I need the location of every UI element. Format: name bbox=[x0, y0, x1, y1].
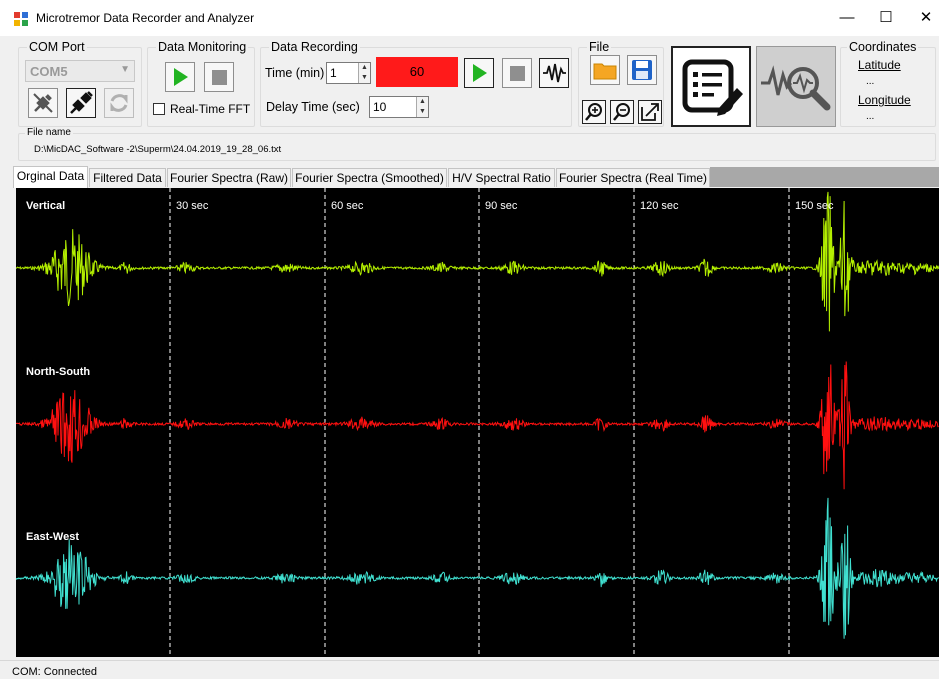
record-countdown: 60 bbox=[376, 57, 458, 87]
time-marker-90: 90 sec bbox=[485, 200, 518, 212]
zoom-out-icon bbox=[613, 103, 630, 121]
spin-down-icon[interactable]: ▼ bbox=[358, 73, 370, 83]
channel-label-north-south: North-South bbox=[26, 366, 90, 378]
stop-icon bbox=[212, 70, 227, 85]
channel-label-vertical: Vertical bbox=[26, 200, 65, 212]
channel-label-east-west: East-West bbox=[26, 531, 79, 543]
time-marker-30: 30 sec bbox=[176, 200, 209, 212]
refresh-button[interactable] bbox=[104, 88, 134, 118]
longitude-link[interactable]: Longitude bbox=[858, 93, 911, 107]
minimize-button[interactable]: — bbox=[839, 9, 855, 26]
record-start-button[interactable] bbox=[464, 58, 494, 88]
com-port-group: COM Port bbox=[18, 40, 142, 127]
realtime-fft-label: Real-Time FFT bbox=[170, 102, 251, 116]
coordinates-group: Coordinates bbox=[840, 40, 936, 127]
report-button[interactable] bbox=[671, 46, 751, 127]
report-list-icon bbox=[682, 59, 743, 116]
data-recording-group: Data Recording bbox=[260, 40, 572, 127]
record-stop-button[interactable] bbox=[502, 58, 532, 88]
time-value: 1 bbox=[330, 66, 337, 80]
monitor-start-button[interactable] bbox=[165, 62, 195, 92]
tab-fourier-realtime[interactable]: Fourier Spectra (Real Time) bbox=[556, 168, 710, 187]
latitude-link[interactable]: Latitude bbox=[858, 58, 901, 72]
file-name-label: File name bbox=[25, 127, 73, 138]
delay-value: 10 bbox=[373, 100, 387, 114]
time-marker-150: 150 sec bbox=[795, 200, 834, 212]
tab-original-data[interactable]: Orginal Data bbox=[13, 166, 88, 188]
tab-filtered-data[interactable]: Filtered Data bbox=[89, 168, 166, 187]
connect-plug-icon bbox=[70, 91, 93, 114]
delay-stepper[interactable]: 10 ▲ ▼ bbox=[369, 96, 429, 118]
file-label: File bbox=[587, 40, 612, 54]
refresh-icon bbox=[110, 94, 128, 112]
waveform-button[interactable] bbox=[539, 58, 569, 88]
tab-strip-background bbox=[710, 167, 939, 187]
chevron-down-icon: ▼ bbox=[120, 64, 130, 75]
time-marker-120: 120 sec bbox=[640, 200, 679, 212]
latitude-value: ... bbox=[866, 76, 875, 87]
realtime-fft-checkbox[interactable] bbox=[153, 103, 165, 115]
connect-button[interactable] bbox=[66, 88, 96, 118]
trace-east-west bbox=[16, 497, 939, 639]
stop-icon bbox=[510, 66, 525, 81]
file-group: File bbox=[578, 40, 664, 127]
save-file-button[interactable] bbox=[627, 55, 657, 85]
waveform-icon bbox=[543, 63, 566, 83]
data-monitoring-group: Data Monitoring bbox=[147, 40, 255, 127]
maximize-button[interactable]: ☐ bbox=[879, 9, 893, 26]
coordinates-label: Coordinates bbox=[847, 40, 919, 54]
trace-north-south bbox=[16, 361, 939, 490]
zoom-in-button[interactable] bbox=[582, 100, 606, 124]
save-icon bbox=[632, 60, 652, 80]
waveform-traces bbox=[16, 191, 939, 639]
status-bar: COM: Connected bbox=[0, 660, 939, 679]
tab-fourier-smoothed[interactable]: Fourier Spectra (Smoothed) bbox=[292, 168, 447, 187]
longitude-value: ... bbox=[866, 111, 875, 122]
spin-down-icon[interactable]: ▼ bbox=[416, 107, 428, 117]
spin-up-icon[interactable]: ▲ bbox=[416, 97, 428, 107]
zoom-out-button[interactable] bbox=[610, 100, 634, 124]
com-port-label: COM Port bbox=[27, 40, 87, 54]
monitor-stop-button[interactable] bbox=[204, 62, 234, 92]
fit-view-button[interactable] bbox=[638, 100, 662, 124]
wave-search-icon bbox=[761, 65, 831, 111]
file-name-group: File name bbox=[18, 127, 936, 161]
tab-hv-ratio[interactable]: H/V Spectral Ratio bbox=[448, 168, 555, 187]
play-icon bbox=[174, 68, 188, 86]
disconnect-button[interactable] bbox=[28, 88, 58, 118]
zoom-in-icon bbox=[585, 103, 602, 121]
plot-labels: 30 sec 60 sec 90 sec 120 sec 150 sec Ver… bbox=[26, 200, 834, 543]
time-stepper[interactable]: 1 ▲ ▼ bbox=[326, 62, 371, 84]
trace-vertical bbox=[16, 191, 939, 332]
time-marker-60: 60 sec bbox=[331, 200, 364, 212]
file-path: D:\MicDAC_Software -2\Superm\24.04.2019_… bbox=[34, 144, 282, 155]
data-recording-label: Data Recording bbox=[269, 40, 360, 54]
waveform-canvas: 30 sec 60 sec 90 sec 120 sec 150 sec Ver… bbox=[16, 188, 939, 657]
status-text: COM: Connected bbox=[12, 666, 97, 678]
folder-icon bbox=[593, 63, 617, 80]
disconnect-plug-icon bbox=[33, 93, 53, 113]
waveform-plot[interactable]: 30 sec 60 sec 90 sec 120 sec 150 sec Ver… bbox=[16, 188, 939, 657]
title-bar: Microtremor Data Recorder and Analyzer —… bbox=[0, 0, 939, 36]
delay-label: Delay Time (sec) bbox=[266, 100, 360, 114]
analyze-button[interactable] bbox=[756, 46, 836, 127]
open-file-button[interactable] bbox=[590, 55, 620, 85]
app-icon bbox=[14, 12, 28, 26]
time-label: Time (min) bbox=[265, 66, 325, 80]
close-button[interactable]: ✕ bbox=[919, 9, 933, 26]
expand-icon bbox=[641, 103, 659, 121]
window-title: Microtremor Data Recorder and Analyzer bbox=[36, 11, 255, 25]
data-monitoring-label: Data Monitoring bbox=[156, 40, 249, 54]
spin-up-icon[interactable]: ▲ bbox=[358, 63, 370, 73]
play-icon bbox=[473, 64, 487, 82]
com-port-value: COM5 bbox=[30, 64, 68, 79]
tab-fourier-raw[interactable]: Fourier Spectra (Raw) bbox=[167, 168, 291, 187]
com-port-select[interactable]: COM5 ▼ bbox=[25, 60, 135, 82]
